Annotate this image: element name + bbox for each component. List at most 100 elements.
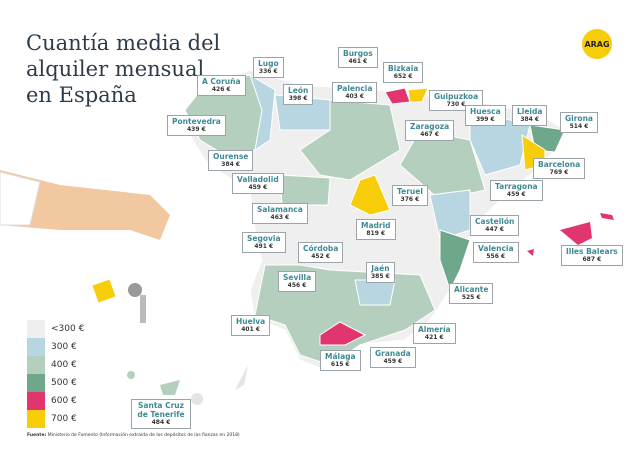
gran-canaria bbox=[191, 393, 203, 405]
province-label: Tarragona 459 € bbox=[490, 180, 543, 201]
province-name: Lugo bbox=[258, 59, 279, 68]
province-name: Huelva bbox=[236, 317, 266, 326]
province-name: Guipuzkoa bbox=[434, 92, 479, 101]
malaga-region bbox=[319, 321, 367, 346]
legend-label: 500 € bbox=[51, 378, 77, 388]
province-rent: 467 € bbox=[420, 131, 439, 138]
province-rent: 459 € bbox=[506, 191, 526, 198]
province-rent: 687 € bbox=[582, 256, 602, 263]
province-label: Segovia 491 € bbox=[242, 232, 286, 253]
castilla-region bbox=[299, 99, 401, 181]
province-rent: 452 € bbox=[311, 253, 331, 260]
province-name: Huesca bbox=[470, 107, 501, 116]
province-name: A Coruña bbox=[202, 77, 241, 86]
province-label: Castellón 447 € bbox=[470, 215, 520, 236]
province-rent: 463 € bbox=[270, 214, 290, 221]
province-name: León bbox=[288, 86, 309, 95]
province-label: Teruel 376 € bbox=[392, 185, 428, 206]
province-label: Ourense 384 € bbox=[208, 150, 254, 171]
province-label: Palencia 403 € bbox=[332, 82, 378, 103]
province-label: Alicante 525 € bbox=[449, 283, 494, 304]
province-name: Castellón bbox=[475, 217, 515, 226]
legend-item: 300 € bbox=[27, 338, 84, 356]
province-label: Córdoba 452 € bbox=[298, 242, 344, 263]
province-label: Girona 514 € bbox=[560, 112, 598, 133]
province-name: Almería bbox=[418, 325, 451, 334]
legend-swatch bbox=[27, 338, 45, 356]
legend-swatch bbox=[27, 374, 45, 392]
province-name: Girona bbox=[565, 114, 593, 123]
legend-item: 600 € bbox=[27, 392, 84, 410]
legend-item: 500 € bbox=[27, 374, 84, 392]
province-name: Alicante bbox=[454, 285, 489, 294]
valencia-region bbox=[439, 229, 471, 292]
province-name: Madrid bbox=[361, 221, 391, 230]
province-name: Barcelona bbox=[538, 160, 581, 169]
ibiza bbox=[527, 249, 534, 256]
province-label: Burgos 461 € bbox=[338, 47, 378, 68]
province-label: Madrid 819 € bbox=[356, 219, 396, 240]
province-label: Illes Balears 687 € bbox=[561, 245, 623, 266]
province-rent: 403 € bbox=[345, 93, 365, 100]
legend-label: 300 € bbox=[51, 342, 77, 352]
province-rent: 421 € bbox=[424, 334, 444, 341]
province-name: Pontevedra bbox=[172, 117, 221, 126]
province-name: Palencia bbox=[337, 84, 373, 93]
lugo-region bbox=[249, 73, 276, 152]
province-name: Granada bbox=[375, 349, 411, 358]
province-rent: 484 € bbox=[151, 419, 171, 426]
province-name: Zaragoza bbox=[410, 122, 450, 131]
province-rent: 401 € bbox=[241, 326, 261, 333]
legend-swatch bbox=[27, 410, 45, 428]
canarias-island bbox=[127, 371, 135, 379]
province-label: A Coruña 426 € bbox=[197, 75, 246, 96]
province-rent: 456 € bbox=[287, 282, 307, 289]
province-rent: 398 € bbox=[288, 95, 308, 102]
legend-label: 600 € bbox=[51, 396, 77, 406]
province-name: Salamanca bbox=[257, 205, 303, 214]
menorca bbox=[600, 213, 614, 220]
province-name: Valencia bbox=[478, 244, 514, 253]
source-note: Fuente: Ministerio de Fomento (Informaci… bbox=[27, 433, 240, 438]
province-name: Teruel bbox=[397, 187, 423, 196]
legend-item: <300 € bbox=[27, 320, 84, 338]
province-name: Lleida bbox=[517, 107, 543, 116]
province-rent: 384 € bbox=[520, 116, 540, 123]
province-name: Burgos bbox=[343, 49, 373, 58]
legend-item: 700 € bbox=[27, 410, 84, 428]
province-label: León 398 € bbox=[283, 84, 314, 105]
arag-logo: ARAG bbox=[582, 29, 612, 59]
province-name: Sevilla bbox=[283, 273, 312, 282]
province-label: Bizkaia 652 € bbox=[383, 62, 424, 83]
province-rent: 459 € bbox=[248, 184, 268, 191]
province-name: Málaga bbox=[325, 352, 356, 361]
province-label: Huelva 401 € bbox=[231, 315, 271, 336]
province-rent: 525 € bbox=[461, 294, 481, 301]
legend-label: 400 € bbox=[51, 360, 77, 370]
province-label: Valladolid 459 € bbox=[232, 173, 284, 194]
province-label: Lugo 336 € bbox=[253, 57, 284, 78]
jaen-region bbox=[354, 279, 396, 306]
province-label: Granada 459 € bbox=[370, 347, 416, 368]
province-rent: 514 € bbox=[569, 123, 589, 130]
fuerteventura bbox=[235, 365, 248, 390]
province-rent: 652 € bbox=[393, 73, 413, 80]
legend-swatch bbox=[27, 320, 45, 338]
province-rent: 491 € bbox=[254, 243, 274, 250]
province-name: Bizkaia bbox=[388, 64, 419, 73]
legend: <300 € 300 € 400 € 500 € 600 € 700 € bbox=[27, 320, 84, 428]
legend-swatch bbox=[27, 356, 45, 374]
province-rent: 615 € bbox=[330, 361, 350, 368]
province-name: Illes Balears bbox=[566, 247, 618, 256]
guipuzkoa-region bbox=[407, 87, 429, 103]
province-rent: 459 € bbox=[383, 358, 403, 365]
province-label: Almería 421 € bbox=[413, 323, 456, 344]
province-rent: 769 € bbox=[549, 169, 569, 176]
province-name: Tarragona bbox=[495, 182, 538, 191]
province-name: Segovia bbox=[247, 234, 281, 243]
province-label: Lleida 384 € bbox=[512, 105, 548, 126]
legend-swatch bbox=[27, 392, 45, 410]
province-rent: 439 € bbox=[186, 126, 206, 133]
province-name: Ourense bbox=[213, 152, 249, 161]
province-rent: 556 € bbox=[486, 253, 506, 260]
